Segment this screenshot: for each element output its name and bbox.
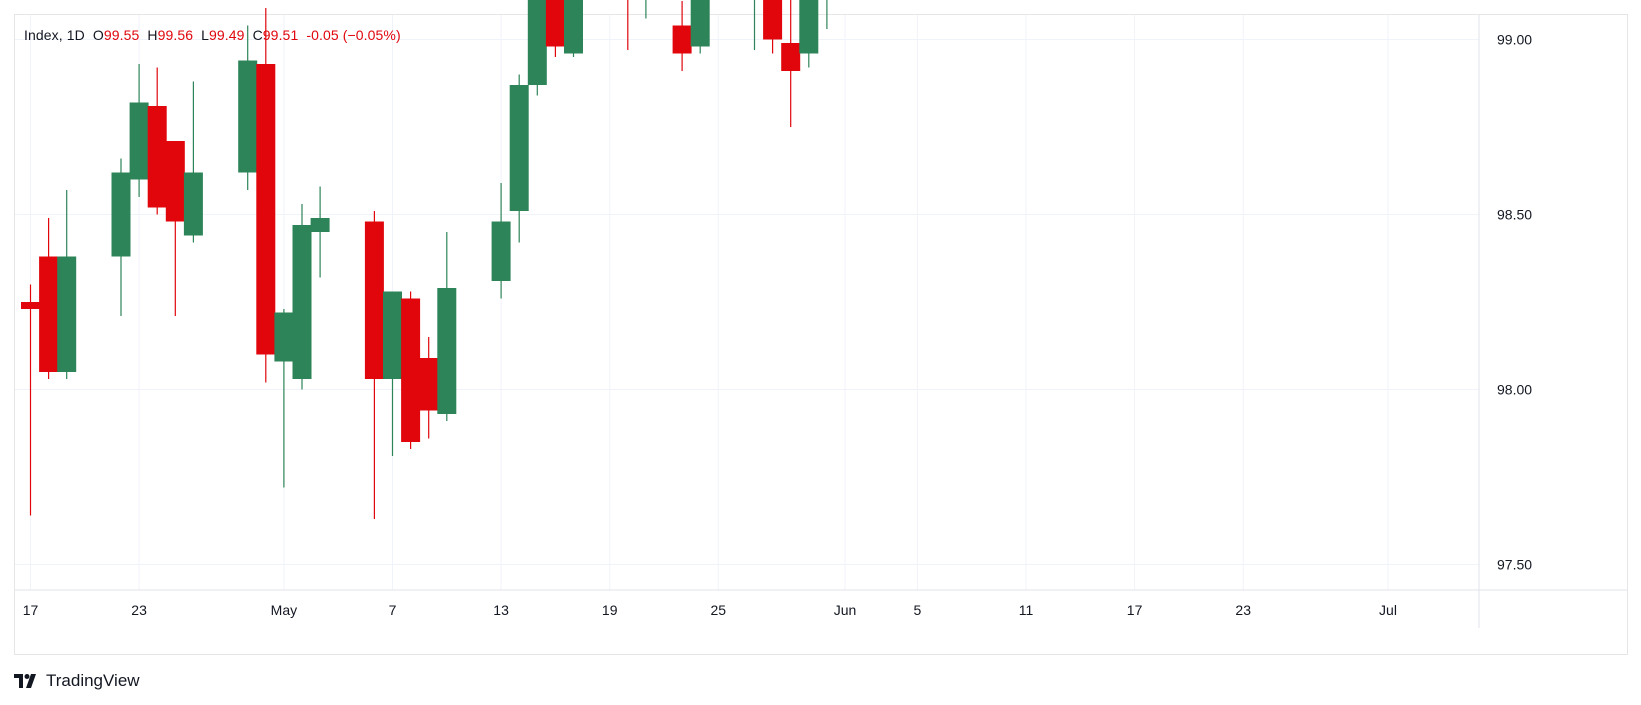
candle: [419, 337, 439, 439]
x-tick-label: Jun: [834, 602, 857, 618]
candle-body: [690, 0, 710, 47]
change-value: -0.05 (−0.05%): [306, 27, 401, 43]
candle: [292, 204, 312, 390]
candle-body: [419, 358, 439, 411]
symbol-label: Index, 1D: [24, 27, 85, 43]
candle-body: [310, 218, 330, 232]
open-value: 99.55: [103, 27, 140, 43]
candle: [627, 0, 629, 50]
close-value: 99.51: [262, 27, 299, 43]
candle-body: [799, 0, 819, 54]
candle: [129, 64, 149, 197]
brand-name: TradingView: [46, 671, 140, 690]
x-tick-label: 11: [1019, 602, 1034, 618]
candle: [672, 1, 692, 71]
candle-body: [491, 221, 511, 281]
chart-frame: [14, 14, 1628, 655]
candle-body: [509, 85, 529, 211]
candle: [690, 0, 710, 54]
candle-body: [781, 43, 801, 71]
candle: [57, 190, 77, 379]
candle: [527, 0, 547, 96]
candle: [401, 291, 421, 449]
candle: [383, 291, 402, 456]
candle-body: [165, 141, 185, 222]
candle: [763, 0, 783, 54]
x-tick-label: May: [271, 602, 297, 618]
candle: [256, 8, 276, 383]
y-tick-label: 99.00: [1497, 32, 1532, 48]
candle-body: [383, 291, 402, 379]
y-tick-label: 97.50: [1497, 557, 1532, 573]
candle-body: [292, 225, 312, 379]
x-tick-label: 13: [493, 602, 509, 618]
high-value: 99.56: [157, 27, 194, 43]
tradingview-logo-icon: [14, 674, 36, 688]
candle: [491, 183, 511, 299]
open-label: O: [92, 27, 104, 43]
candle-body: [183, 172, 203, 236]
candle-body: [238, 60, 258, 173]
low-value: 99.49: [209, 27, 245, 43]
ohlc-legend: Index, 1D O99.55 H99.56 L99.49 C99.51 -0.05 (…: [24, 27, 401, 43]
candle-body: [564, 0, 583, 54]
candle-body: [256, 64, 276, 355]
x-tick-label: 25: [711, 602, 727, 618]
candle: [165, 141, 185, 316]
y-tick-label: 98.50: [1497, 207, 1532, 223]
candle-body: [437, 288, 457, 414]
candle: [111, 158, 131, 316]
candle-body: [527, 0, 547, 85]
candle: [826, 0, 828, 29]
candle: [799, 0, 819, 68]
x-tick-label: 23: [131, 602, 147, 618]
candle: [753, 0, 756, 50]
candle-body: [672, 25, 692, 54]
low-label: L: [201, 27, 210, 43]
candle-body: [147, 106, 167, 208]
candle-body: [57, 256, 77, 372]
candle-body: [39, 256, 59, 372]
candle-body: [129, 102, 149, 180]
candle-body: [364, 221, 384, 379]
tradingview-brand[interactable]: TradingView: [14, 671, 140, 691]
candle: [545, 0, 565, 57]
close-label: C: [252, 27, 263, 43]
x-tick-label: 17: [1127, 602, 1143, 618]
x-tick-label: 5: [914, 602, 922, 618]
candle: [364, 211, 384, 519]
candle: [21, 284, 40, 516]
candle-body: [401, 298, 421, 442]
candle-body: [21, 302, 40, 309]
candle: [147, 67, 167, 215]
candle-body: [763, 0, 783, 40]
candle: [564, 0, 583, 57]
y-tick-label: 98.00: [1497, 382, 1532, 398]
high-label: H: [147, 27, 158, 43]
candle-body: [274, 312, 294, 362]
candle: [183, 81, 203, 243]
candle-body: [545, 0, 565, 47]
candle: [437, 232, 457, 421]
candle: [645, 0, 647, 19]
candle: [238, 25, 258, 190]
x-tick-label: Jul: [1379, 602, 1397, 618]
x-tick-label: 7: [389, 602, 397, 618]
candle: [310, 186, 330, 278]
candle: [781, 0, 801, 127]
x-tick-label: 17: [23, 602, 39, 618]
x-tick-label: 23: [1235, 602, 1251, 618]
x-tick-label: 19: [602, 602, 618, 618]
candle-body: [111, 172, 131, 257]
candle: [274, 309, 294, 488]
candle: [39, 218, 59, 379]
candle: [509, 74, 529, 243]
